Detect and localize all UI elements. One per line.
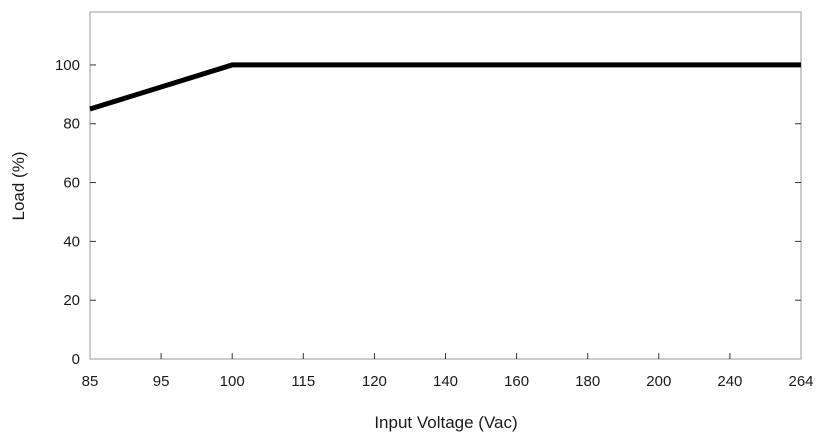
- x-tick-label: 85: [82, 373, 99, 390]
- x-tick-label: 120: [362, 373, 387, 390]
- series-line: [89, 62, 801, 112]
- y-tick-labels: 0 20 40 60 80 100: [55, 57, 80, 368]
- axis-ticks: [90, 64, 801, 359]
- x-tick-label: 115: [291, 373, 315, 390]
- x-tick-label: 100: [220, 373, 245, 390]
- y-tick-label: 20: [63, 292, 80, 309]
- series-group: [89, 62, 801, 112]
- x-axis-label: Input Voltage (Vac): [374, 413, 517, 432]
- x-tick-label: 160: [504, 373, 529, 390]
- x-tick-labels: 85 95 100 115 120 140 160 180 200 240 264: [82, 373, 814, 390]
- x-tick-label: 264: [788, 373, 813, 390]
- x-tick-label: 95: [153, 373, 170, 390]
- x-tick-label: 180: [575, 373, 600, 390]
- x-tick-label: 200: [646, 373, 671, 390]
- y-axis-label: Load (%): [9, 152, 28, 221]
- y-tick-label: 100: [55, 57, 80, 74]
- y-tick-label: 60: [63, 175, 80, 192]
- x-tick-label: 140: [433, 373, 458, 390]
- y-tick-label: 0: [72, 351, 80, 368]
- y-tick-label: 80: [63, 116, 80, 133]
- y-tick-label: 40: [63, 233, 80, 250]
- x-tick-label: 240: [717, 373, 742, 390]
